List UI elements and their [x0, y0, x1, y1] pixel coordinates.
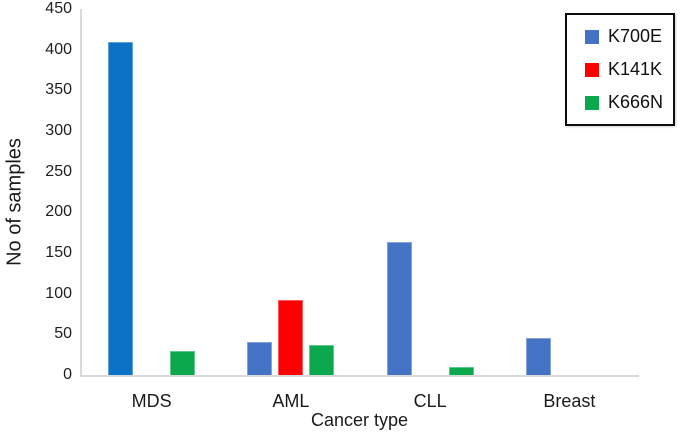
legend-label-k141k: K141K: [608, 59, 663, 79]
y-tick-label-300: 300: [45, 122, 72, 139]
bar-mds-k666n: [170, 350, 196, 375]
y-axis-title: No of samples: [3, 138, 26, 266]
y-tick-label-350: 350: [45, 81, 72, 99]
legend-item-k141k: K141K: [585, 59, 669, 80]
bar-breast-k700e: [525, 338, 551, 375]
bar-cll-k700e: [386, 242, 412, 375]
legend-item-k666n: K666N: [585, 92, 669, 113]
x-category-label-breast: Breast: [543, 391, 596, 411]
legend-swatch-k700e: [585, 29, 599, 44]
bar-cll-k666n: [448, 366, 474, 375]
bar-mds-k700e: [108, 41, 134, 375]
y-tick-label-200: 200: [45, 203, 72, 221]
y-tick-label-50: 50: [54, 325, 72, 343]
y-tick-label-150: 150: [45, 244, 72, 261]
bar-aml-k666n: [309, 344, 335, 375]
y-tick-label-100: 100: [45, 284, 72, 302]
legend: K700E K141K K666N: [565, 13, 675, 126]
y-tick-label-450: 450: [45, 0, 72, 17]
y-tick-label-0: 0: [63, 366, 72, 383]
bar-aml-k141k: [278, 300, 304, 375]
legend-swatch-k141k: [585, 62, 599, 77]
y-tick-label-400: 400: [45, 40, 72, 58]
x-category-label-cll: CLL: [413, 391, 447, 411]
legend-label-k666n: K666N: [608, 92, 664, 112]
legend-item-k700e: K700E: [585, 26, 669, 47]
plot-area: 0 50 100 150 200 250 300 350 400 450 MDS AML CLL Brea…: [45, 0, 639, 411]
y-tick-label-250: 250: [45, 162, 72, 180]
x-axis-title: Cancer type: [310, 410, 409, 430]
x-category-label-mds: MDS: [131, 391, 172, 411]
bar-aml-k700e: [247, 342, 273, 375]
x-category-label-aml: AML: [272, 391, 310, 411]
legend-swatch-k666n: [585, 95, 599, 110]
legend-label-k700e: K700E: [608, 26, 663, 46]
